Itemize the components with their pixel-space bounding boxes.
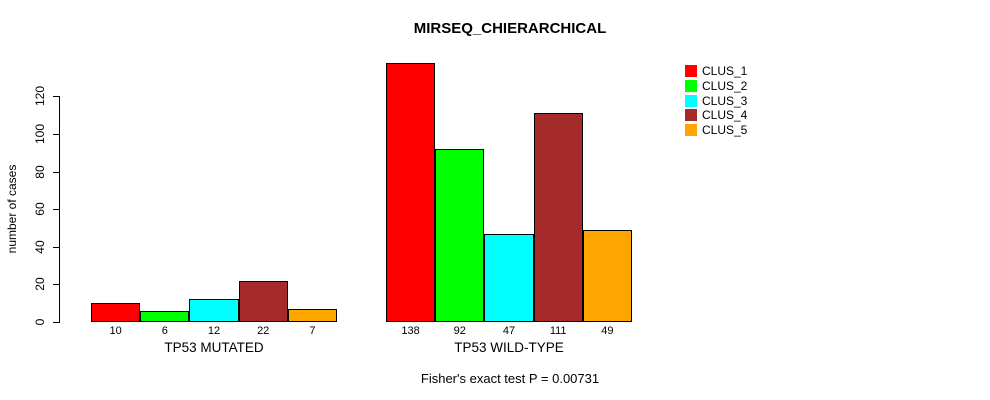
bar-value-label: 47: [502, 325, 516, 337]
y-tick-label: 80: [33, 164, 47, 179]
y-tick: [53, 246, 59, 248]
legend-swatch: [685, 124, 697, 137]
y-axis-label: number of cases: [5, 164, 19, 254]
bar-value-label: 6: [161, 325, 168, 337]
y-tick: [53, 134, 59, 135]
y-tick: [53, 96, 59, 98]
bar-value-label: 111: [549, 325, 567, 337]
bar-value-label: 92: [453, 325, 466, 337]
y-tick: [53, 284, 59, 286]
legend-item: CLUS_3: [685, 93, 747, 108]
bar-clus_3: [189, 299, 239, 322]
bar-value-label: 10: [109, 325, 122, 337]
bar-value-label: 138: [401, 325, 420, 337]
y-tick: [53, 322, 59, 323]
y-tick-label: 0: [33, 318, 47, 326]
legend-label: CLUS_2: [702, 79, 748, 94]
y-tick: [53, 171, 59, 173]
bar-value-label: 12: [207, 325, 221, 337]
group-label: TP53 WILD-TYPE: [454, 340, 564, 355]
legend-swatch: [685, 80, 697, 93]
y-tick: [53, 209, 59, 211]
legend-swatch: [685, 94, 697, 107]
bar-clus_2: [140, 310, 190, 322]
bar-clus_3: [484, 233, 534, 322]
bar-clus_1: [386, 62, 436, 322]
bar-clus_5: [582, 229, 632, 322]
group-label: TP53 MUTATED: [164, 340, 264, 355]
y-tick-label: 60: [33, 202, 47, 216]
legend-label: CLUS_5: [702, 123, 748, 138]
y-tick-label: 20: [33, 277, 47, 292]
bar-clus_5: [287, 308, 337, 322]
bar-value-label: 7: [309, 325, 316, 337]
y-tick-label: 120: [33, 86, 47, 107]
legend-label: CLUS_4: [702, 108, 748, 123]
y-tick-label: 40: [33, 240, 47, 254]
legend-swatch: [685, 65, 697, 78]
y-axis-line: [59, 96, 60, 323]
bar-value-label: 22: [257, 325, 270, 337]
bar-value-label: 49: [601, 325, 614, 337]
legend-swatch: [685, 109, 697, 122]
y-tick-label: 100: [33, 123, 47, 145]
bar-clus_2: [435, 149, 485, 322]
legend-label: CLUS_1: [702, 64, 748, 79]
bar-clus_4: [238, 280, 288, 322]
bar-clus_1: [91, 303, 141, 322]
annotation-text: Fisher's exact test P = 0.00731: [420, 371, 600, 386]
legend: CLUS_1 CLUS_2 CLUS_3 CLUS_4 CLUS_5: [685, 64, 747, 137]
legend-label: CLUS_3: [702, 93, 748, 108]
chart-title: MIRSEQ_CHIERARCHICAL: [413, 20, 607, 37]
bar-clus_4: [533, 113, 583, 322]
legend-item: CLUS_4: [685, 108, 747, 123]
legend-item: CLUS_5: [685, 123, 747, 138]
legend-item: CLUS_1: [685, 64, 747, 79]
legend-item: CLUS_2: [685, 79, 747, 94]
